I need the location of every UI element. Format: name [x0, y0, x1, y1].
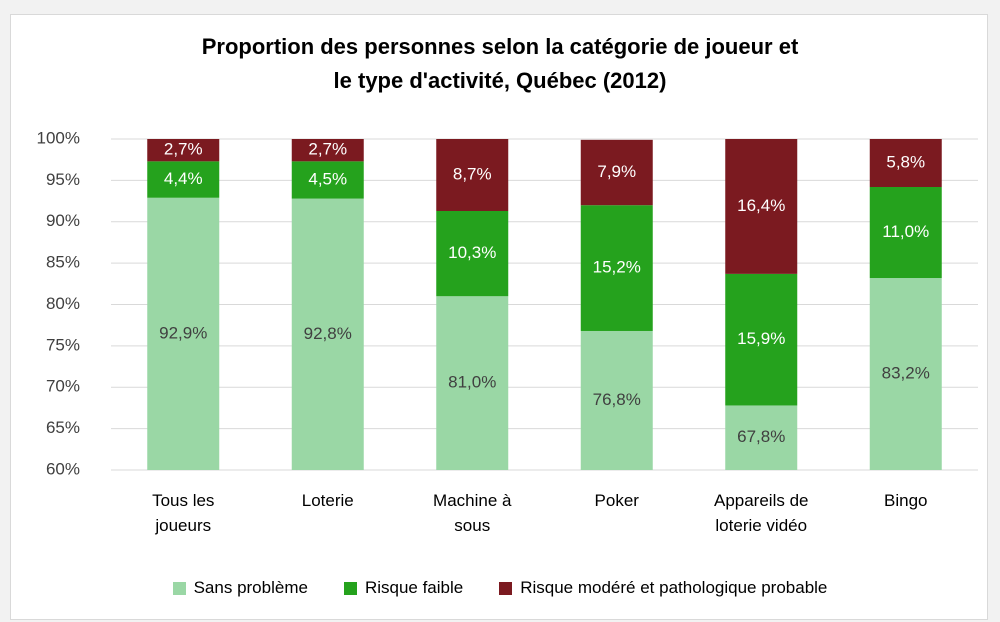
data-label: 76,8%	[593, 390, 641, 409]
data-label: 92,9%	[159, 323, 207, 342]
bar-segment	[725, 273, 798, 406]
chart-title: Proportion des personnes selon la catégo…	[201, 34, 799, 93]
x-tick-label: Bingo	[884, 491, 928, 510]
bar-segment	[580, 330, 653, 470]
data-label: 8,7%	[453, 164, 492, 183]
y-tick-label: 80%	[46, 294, 80, 313]
legend-item: Risque modéré et pathologique probable	[499, 578, 827, 598]
bar-segment	[147, 197, 220, 470]
data-label: 2,7%	[164, 140, 203, 159]
data-label: 81,0%	[448, 373, 496, 392]
legend-swatch	[499, 581, 513, 595]
bar-segment	[869, 278, 942, 470]
bar-segment	[725, 139, 798, 274]
data-label: 4,5%	[308, 169, 347, 188]
data-label: 4,4%	[164, 169, 203, 188]
bar-segment	[436, 296, 509, 470]
legend-label: Risque faible	[364, 578, 464, 597]
y-tick-label: 90%	[46, 211, 80, 230]
data-label: 2,7%	[308, 140, 347, 159]
data-label: 10,3%	[448, 243, 496, 262]
y-tick-label: 70%	[46, 377, 80, 396]
y-tick-label: 100%	[37, 128, 80, 147]
legend-swatch	[343, 581, 357, 595]
bar-segment	[580, 139, 653, 206]
bar-segment	[291, 161, 364, 199]
y-tick-label: 60%	[46, 459, 80, 478]
bar-segment	[869, 186, 942, 279]
bar-segment	[580, 205, 653, 331]
data-label: 11,0%	[882, 222, 929, 241]
data-label: 67,8%	[737, 427, 785, 446]
data-label: 5,8%	[886, 152, 925, 171]
y-tick-label: 65%	[46, 418, 80, 437]
data-label: 83,2%	[882, 363, 930, 382]
legend-label: Sans problème	[193, 578, 308, 597]
bar-segment	[436, 210, 509, 297]
x-tick-label: Machine à sous	[433, 491, 512, 535]
x-tick-label: Appareils de loterie vidéo	[713, 491, 809, 535]
data-label: 16,4%	[737, 196, 785, 215]
y-tick-label: 75%	[46, 335, 80, 354]
bar-segment	[869, 139, 942, 187]
bar-segment	[291, 198, 364, 470]
x-tick-label: Poker	[594, 491, 639, 510]
bar-segment	[147, 139, 220, 162]
data-label: 92,8%	[304, 324, 352, 343]
x-tick-label: Loterie	[301, 491, 354, 510]
bar-segment	[725, 405, 798, 470]
bar-segment	[436, 139, 509, 211]
data-label: 15,9%	[737, 329, 785, 348]
data-label: 15,2%	[593, 258, 641, 277]
legend-swatch	[172, 581, 186, 595]
data-label: 7,9%	[597, 162, 636, 181]
bar-segment	[291, 139, 364, 162]
y-tick-label: 85%	[46, 253, 80, 272]
legend-item: Risque faible	[343, 578, 464, 598]
y-tick-label: 95%	[46, 170, 80, 189]
legend-item: Sans problème	[172, 578, 308, 598]
x-tick-label: Tous les joueurs	[152, 491, 215, 535]
bar-segment	[147, 161, 220, 198]
legend-label: Risque modéré et pathologique probable	[520, 578, 828, 597]
legend: Sans problème Risque faible Risque modéré …	[0, 578, 1000, 598]
